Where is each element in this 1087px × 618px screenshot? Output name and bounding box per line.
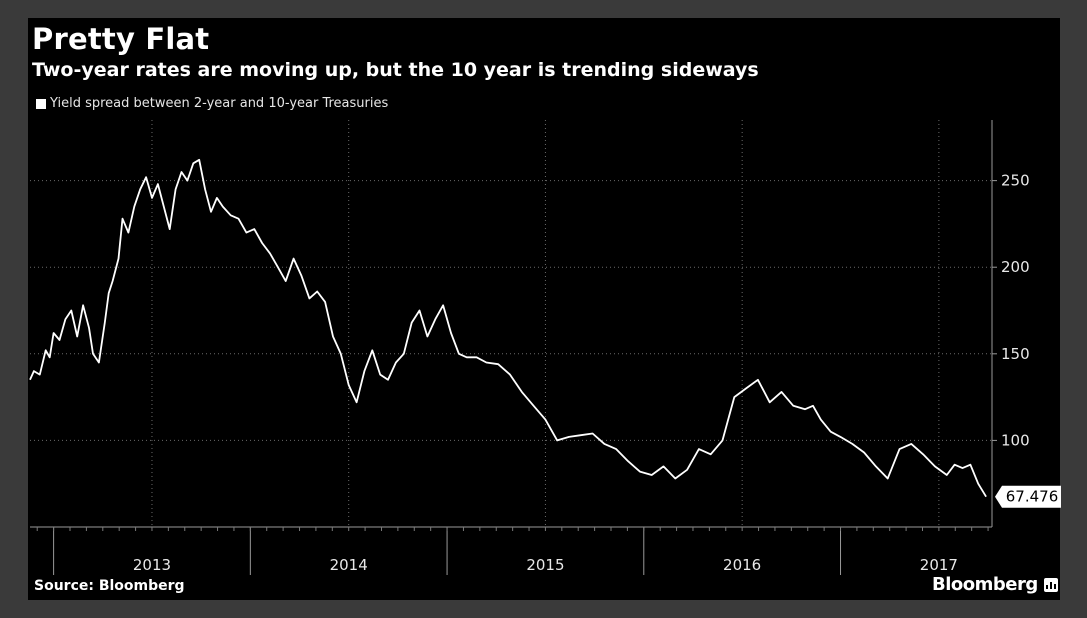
y-tick-label-250: 250 xyxy=(1001,172,1030,190)
brand-logo: Bloomberg xyxy=(932,574,1058,595)
chart-background xyxy=(28,18,1060,600)
y-tick-label-150: 150 xyxy=(1001,345,1030,363)
y-tick-label-100: 100 xyxy=(1001,431,1030,449)
chart-subtitle: Two-year rates are moving up, but the 10… xyxy=(32,59,759,81)
legend-label: Yield spread between 2-year and 10-year … xyxy=(50,96,389,111)
x-tick-label-2013: 2013 xyxy=(133,556,171,574)
source-note: Source: Bloomberg xyxy=(34,578,185,594)
last-value-label: 67.476 xyxy=(1006,488,1059,506)
x-tick-label-2015: 2015 xyxy=(526,556,564,574)
y-tick-label-200: 200 xyxy=(1001,258,1030,276)
x-tick-label-2016: 2016 xyxy=(723,556,761,574)
bloomberg-chart-icon xyxy=(1043,577,1058,592)
x-tick-label-2014: 2014 xyxy=(330,556,368,574)
last-value-callout xyxy=(995,485,1061,508)
brand-wordmark: Bloomberg xyxy=(932,574,1038,595)
chart-legend: Yield spread between 2-year and 10-year … xyxy=(36,96,388,111)
legend-swatch-icon xyxy=(36,98,46,109)
chart-title: Pretty Flat xyxy=(32,22,210,56)
x-tick-label-2017: 2017 xyxy=(920,556,958,574)
spread-line xyxy=(29,158,987,498)
